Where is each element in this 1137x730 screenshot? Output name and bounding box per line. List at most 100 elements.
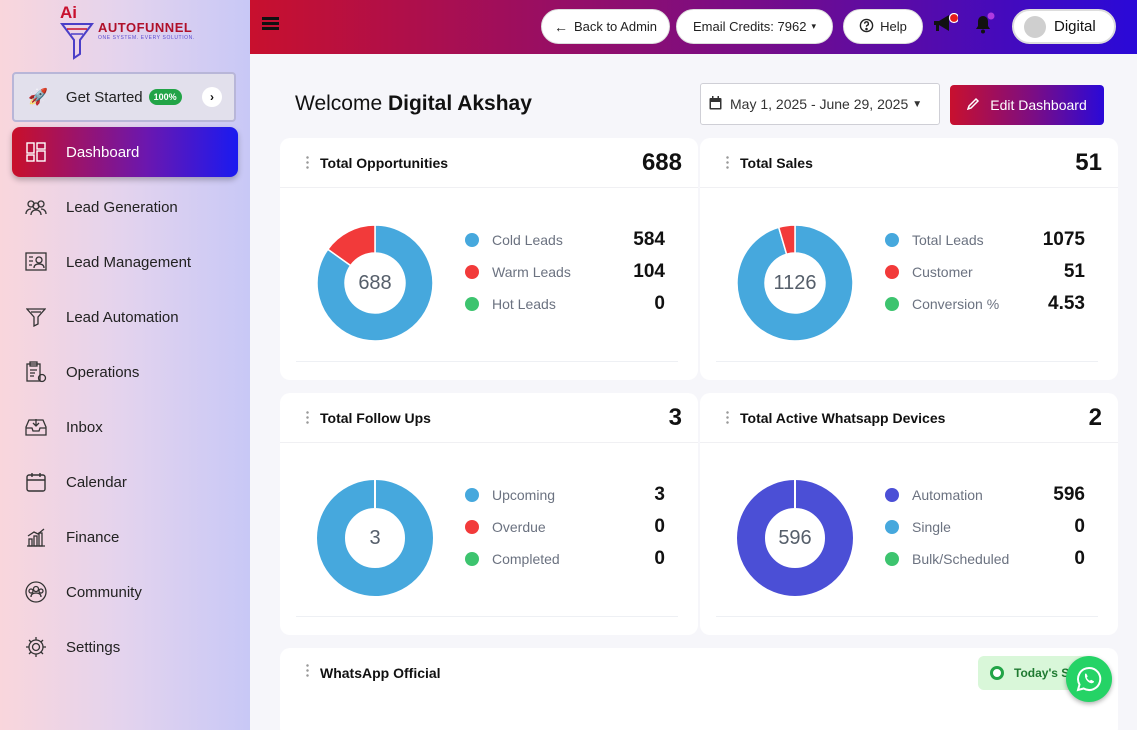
contact-card-icon [24, 250, 48, 274]
edit-dashboard-button[interactable]: Edit Dashboard [950, 85, 1104, 125]
drag-handle-icon[interactable] [726, 410, 729, 424]
help-circle-icon [859, 18, 874, 36]
drag-handle-icon[interactable] [306, 663, 309, 677]
calendar-icon [24, 470, 48, 494]
legend-item: Single 0 [885, 511, 1085, 543]
email-credits-dropdown[interactable]: Email Credits: 7962 ▾ [676, 9, 833, 44]
avatar [1024, 15, 1046, 38]
legend-label: Customer [912, 264, 973, 280]
sidebar-item-label: Operations [66, 363, 140, 381]
legend-item: Hot Leads 0 [465, 288, 665, 320]
sidebar-item-label: Lead Automation [66, 308, 179, 326]
help-button[interactable]: Help [843, 9, 923, 44]
legend-dot [465, 488, 479, 502]
funnel-icon [24, 305, 48, 329]
edit-dashboard-label: Edit Dashboard [990, 97, 1087, 113]
legend-dot [885, 488, 899, 502]
legend-item: Total Leads 1075 [885, 224, 1085, 256]
status-dot-icon [990, 666, 1004, 680]
legend-value: 0 [654, 516, 665, 537]
welcome-name: Digital Akshay [387, 92, 532, 115]
sidebar-item-finance[interactable]: Finance [12, 512, 238, 562]
chevron-right-icon[interactable]: › [202, 87, 222, 107]
sidebar-item-label: Finance [66, 528, 120, 546]
legend-item: Customer 51 [885, 256, 1085, 288]
svg-text:Ai: Ai [60, 3, 77, 22]
inbox-icon [24, 415, 48, 439]
legend-value: 104 [633, 261, 665, 282]
legend-label: Total Leads [912, 232, 984, 248]
donut-center-value: 3 [369, 526, 381, 549]
user-name: Digital [1054, 18, 1096, 35]
card-title: Total Follow Ups [320, 410, 431, 426]
card-total-sales: Total Sales 51 1126 Total Leads 1075 Cust… [700, 138, 1118, 380]
sidebar-item-operations[interactable]: Operations [12, 347, 238, 397]
card-header: Total Active Whatsapp Devices 2 [700, 393, 1118, 443]
card-title: Total Opportunities [320, 155, 449, 171]
caret-down-icon: ▼ [912, 98, 923, 110]
divider [716, 361, 1098, 362]
chart-legend: Automation 596 Single 0 Bulk/Scheduled 0 [885, 479, 1085, 575]
sidebar-item-label: Inbox [66, 418, 103, 436]
sidebar-item-label: Community [66, 583, 142, 601]
card-total-follow-ups: Total Follow Ups 3 3 Upcoming 3 Overdue 0 … [280, 393, 698, 635]
bar-chart-icon [24, 525, 48, 549]
hamburger-menu-icon[interactable] [262, 17, 279, 31]
legend-item: Cold Leads 584 [465, 224, 665, 256]
date-range-picker[interactable]: May 1, 2025 - June 29, 2025 ▼ [700, 83, 940, 125]
card-total: 688 [641, 149, 682, 176]
divider [296, 616, 678, 617]
sidebar-item-lead-automation[interactable]: Lead Automation [12, 292, 238, 342]
sidebar-item-dashboard[interactable]: Dashboard [12, 127, 238, 177]
card-header: Total Sales 51 [700, 138, 1118, 188]
donut-center-value: 688 [358, 271, 392, 294]
help-label: Help [880, 19, 907, 34]
get-started-button[interactable]: 🚀 Get Started 100% › [12, 72, 236, 122]
sidebar: Ai AUTOFUNNEL ONE SYSTEM. EVERY SOLUTION… [0, 0, 250, 730]
legend-value: 51 [1063, 261, 1085, 282]
legend-dot [465, 552, 479, 566]
brand-name: AUTOFUNNEL [98, 20, 193, 35]
legend-label: Warm Leads [492, 264, 571, 280]
whatsapp-chat-button[interactable] [1066, 656, 1112, 702]
legend-item: Completed 0 [465, 543, 665, 575]
clipboard-gear-icon [24, 360, 48, 384]
donut-center-value: 596 [778, 526, 812, 549]
card-total: 2 [1088, 404, 1102, 431]
legend-dot [465, 520, 479, 534]
sidebar-item-lead-generation[interactable]: Lead Generation [12, 182, 238, 232]
brand-logo[interactable]: Ai AUTOFUNNEL ONE SYSTEM. EVERY SOLUTION… [58, 2, 198, 60]
legend-item: Overdue 0 [465, 511, 665, 543]
donut-slice [316, 224, 434, 342]
sidebar-item-community[interactable]: Community [12, 567, 238, 617]
arrow-left-icon: ← [553, 18, 568, 35]
drag-handle-icon[interactable] [306, 155, 309, 169]
back-to-admin-label: Back to Admin [573, 19, 658, 34]
donut-chart: 3 [316, 479, 434, 597]
megaphone-icon[interactable] [932, 12, 960, 35]
main-content: Welcome Digital Akshay May 1, 2025 - Jun… [250, 54, 1137, 730]
sidebar-item-label: Calendar [66, 473, 127, 491]
sidebar-item-inbox[interactable]: Inbox [12, 402, 238, 452]
legend-dot [885, 552, 899, 566]
sidebar-item-lead-management[interactable]: Lead Management [12, 237, 238, 287]
drag-handle-icon[interactable] [306, 410, 309, 424]
legend-item: Bulk/Scheduled 0 [885, 543, 1085, 575]
legend-dot [465, 297, 479, 311]
users-icon [24, 195, 48, 219]
pencil-icon [967, 97, 980, 113]
legend-value: 4.53 [1048, 293, 1085, 314]
back-to-admin-button[interactable]: ← Back to Admin [541, 9, 670, 44]
legend-value: 3 [654, 484, 665, 505]
dashboard-icon [24, 140, 48, 164]
sidebar-item-settings[interactable]: Settings [12, 622, 238, 672]
card-header: Total Follow Ups 3 [280, 393, 698, 443]
card-total-opportunities: Total Opportunities 688 688 Cold Leads 58… [280, 138, 698, 380]
bell-icon[interactable] [972, 12, 995, 36]
sidebar-item-calendar[interactable]: Calendar [12, 457, 238, 507]
topbar: ← Back to Admin Email Credits: 7962 ▾ He… [250, 0, 1137, 54]
drag-handle-icon[interactable] [726, 155, 729, 169]
user-menu-button[interactable]: Digital [1012, 9, 1116, 44]
legend-dot [885, 297, 899, 311]
sidebar-item-label: Lead Generation [66, 198, 178, 216]
